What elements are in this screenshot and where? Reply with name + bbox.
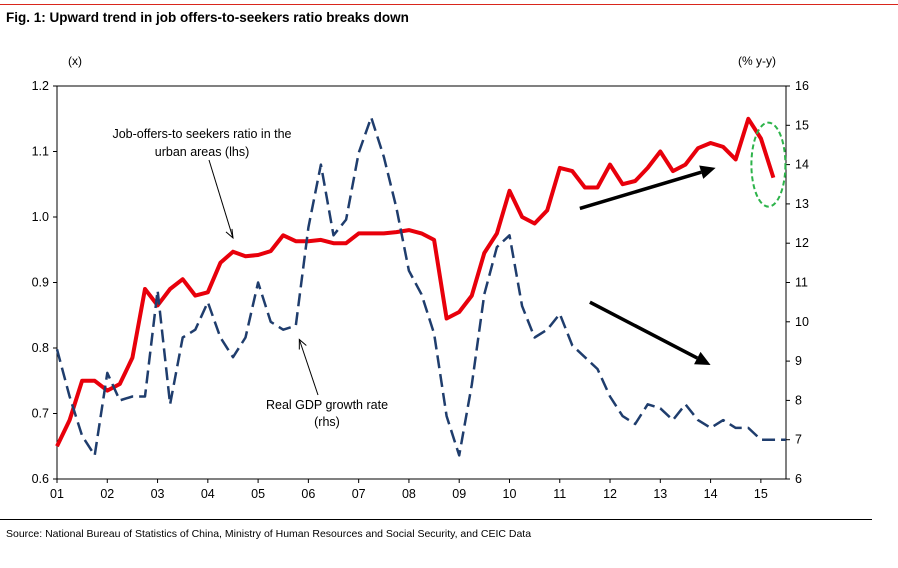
x-tick-label: 06	[301, 487, 315, 501]
x-tick-label: 02	[100, 487, 114, 501]
y-right-unit-label: (% y-y)	[738, 54, 776, 68]
annotation-gdp-arrowhead	[298, 338, 307, 350]
y-right-tick-label: 8	[795, 393, 802, 407]
trend-arrow-head	[699, 165, 716, 179]
y-left-tick-label: 0.8	[32, 341, 49, 355]
annotation-ratio-line2: urban areas (lhs)	[155, 145, 250, 159]
y-left-tick-label: 1.0	[32, 210, 49, 224]
y-right-tick-label: 16	[795, 79, 809, 93]
x-axis: 01 02 03 04 05 06 07 08 09 10 11 12 13 14 15	[50, 479, 768, 501]
x-tick-label: 03	[151, 487, 165, 501]
x-tick-label: 04	[201, 487, 215, 501]
y-right-tick-label: 13	[795, 197, 809, 211]
trend-arrow-shaft	[589, 300, 699, 360]
y-left-tick-label: 0.7	[32, 407, 49, 421]
y-left-axis: 0.6 0.7 0.8 0.9 1.0 1.1 1.2	[32, 79, 57, 486]
bottom-rule	[0, 519, 872, 520]
x-tick-label: 09	[452, 487, 466, 501]
source-note: Source: National Bureau of Statistics of…	[6, 528, 532, 540]
x-tick-label: 12	[603, 487, 617, 501]
y-right-tick-label: 9	[795, 354, 802, 368]
y-right-tick-label: 14	[795, 158, 809, 172]
top-rule	[0, 4, 898, 5]
highlight-ellipse	[750, 121, 787, 208]
x-tick-label: 14	[704, 487, 718, 501]
series-line-job-offers-ratio	[55, 116, 776, 448]
annotation-ratio-arrowhead	[225, 228, 234, 240]
y-right-tick-label: 11	[795, 276, 808, 290]
trend-arrow-shaft	[579, 170, 702, 211]
x-tick-label: 05	[251, 487, 265, 501]
x-tick-label: 15	[754, 487, 768, 501]
y-left-unit-label: (x)	[68, 54, 82, 68]
x-tick-label: 11	[553, 487, 566, 501]
series-line-real-gdp-growth	[55, 116, 786, 457]
x-tick-label: 10	[503, 487, 517, 501]
x-tick-label: 01	[50, 487, 64, 501]
y-left-tick-label: 1.2	[32, 79, 49, 93]
y-right-tick-label: 7	[795, 433, 802, 447]
annotation-ratio-pointer	[208, 159, 234, 239]
figure-title: Fig. 1: Upward trend in job offers-to-se…	[6, 10, 409, 25]
x-tick-label: 07	[352, 487, 366, 501]
annotation-gdp-pointer	[298, 339, 319, 396]
y-right-tick-label: 15	[795, 118, 809, 132]
y-right-tick-label: 12	[795, 236, 809, 250]
y-left-tick-label: 0.9	[32, 276, 49, 290]
x-tick-label: 13	[653, 487, 667, 501]
y-left-tick-label: 0.6	[32, 472, 49, 486]
x-tick-label: 08	[402, 487, 416, 501]
annotation-gdp-line2: (rhs)	[314, 415, 340, 429]
trend-arrow-head	[694, 351, 711, 366]
y-left-tick-label: 1.1	[32, 145, 49, 159]
y-right-tick-label: 10	[795, 315, 809, 329]
annotation-gdp-line1: Real GDP growth rate	[266, 398, 388, 412]
annotation-layer: Job-offers-to seekers ratio in the urban…	[112, 121, 787, 429]
series-layer	[55, 116, 786, 457]
annotation-ratio-line1: Job-offers-to seekers ratio in the	[112, 127, 291, 141]
y-right-tick-label: 6	[795, 472, 802, 486]
y-right-axis: 6 7 8 9 10 11 12 13 14 15 16	[786, 79, 809, 486]
